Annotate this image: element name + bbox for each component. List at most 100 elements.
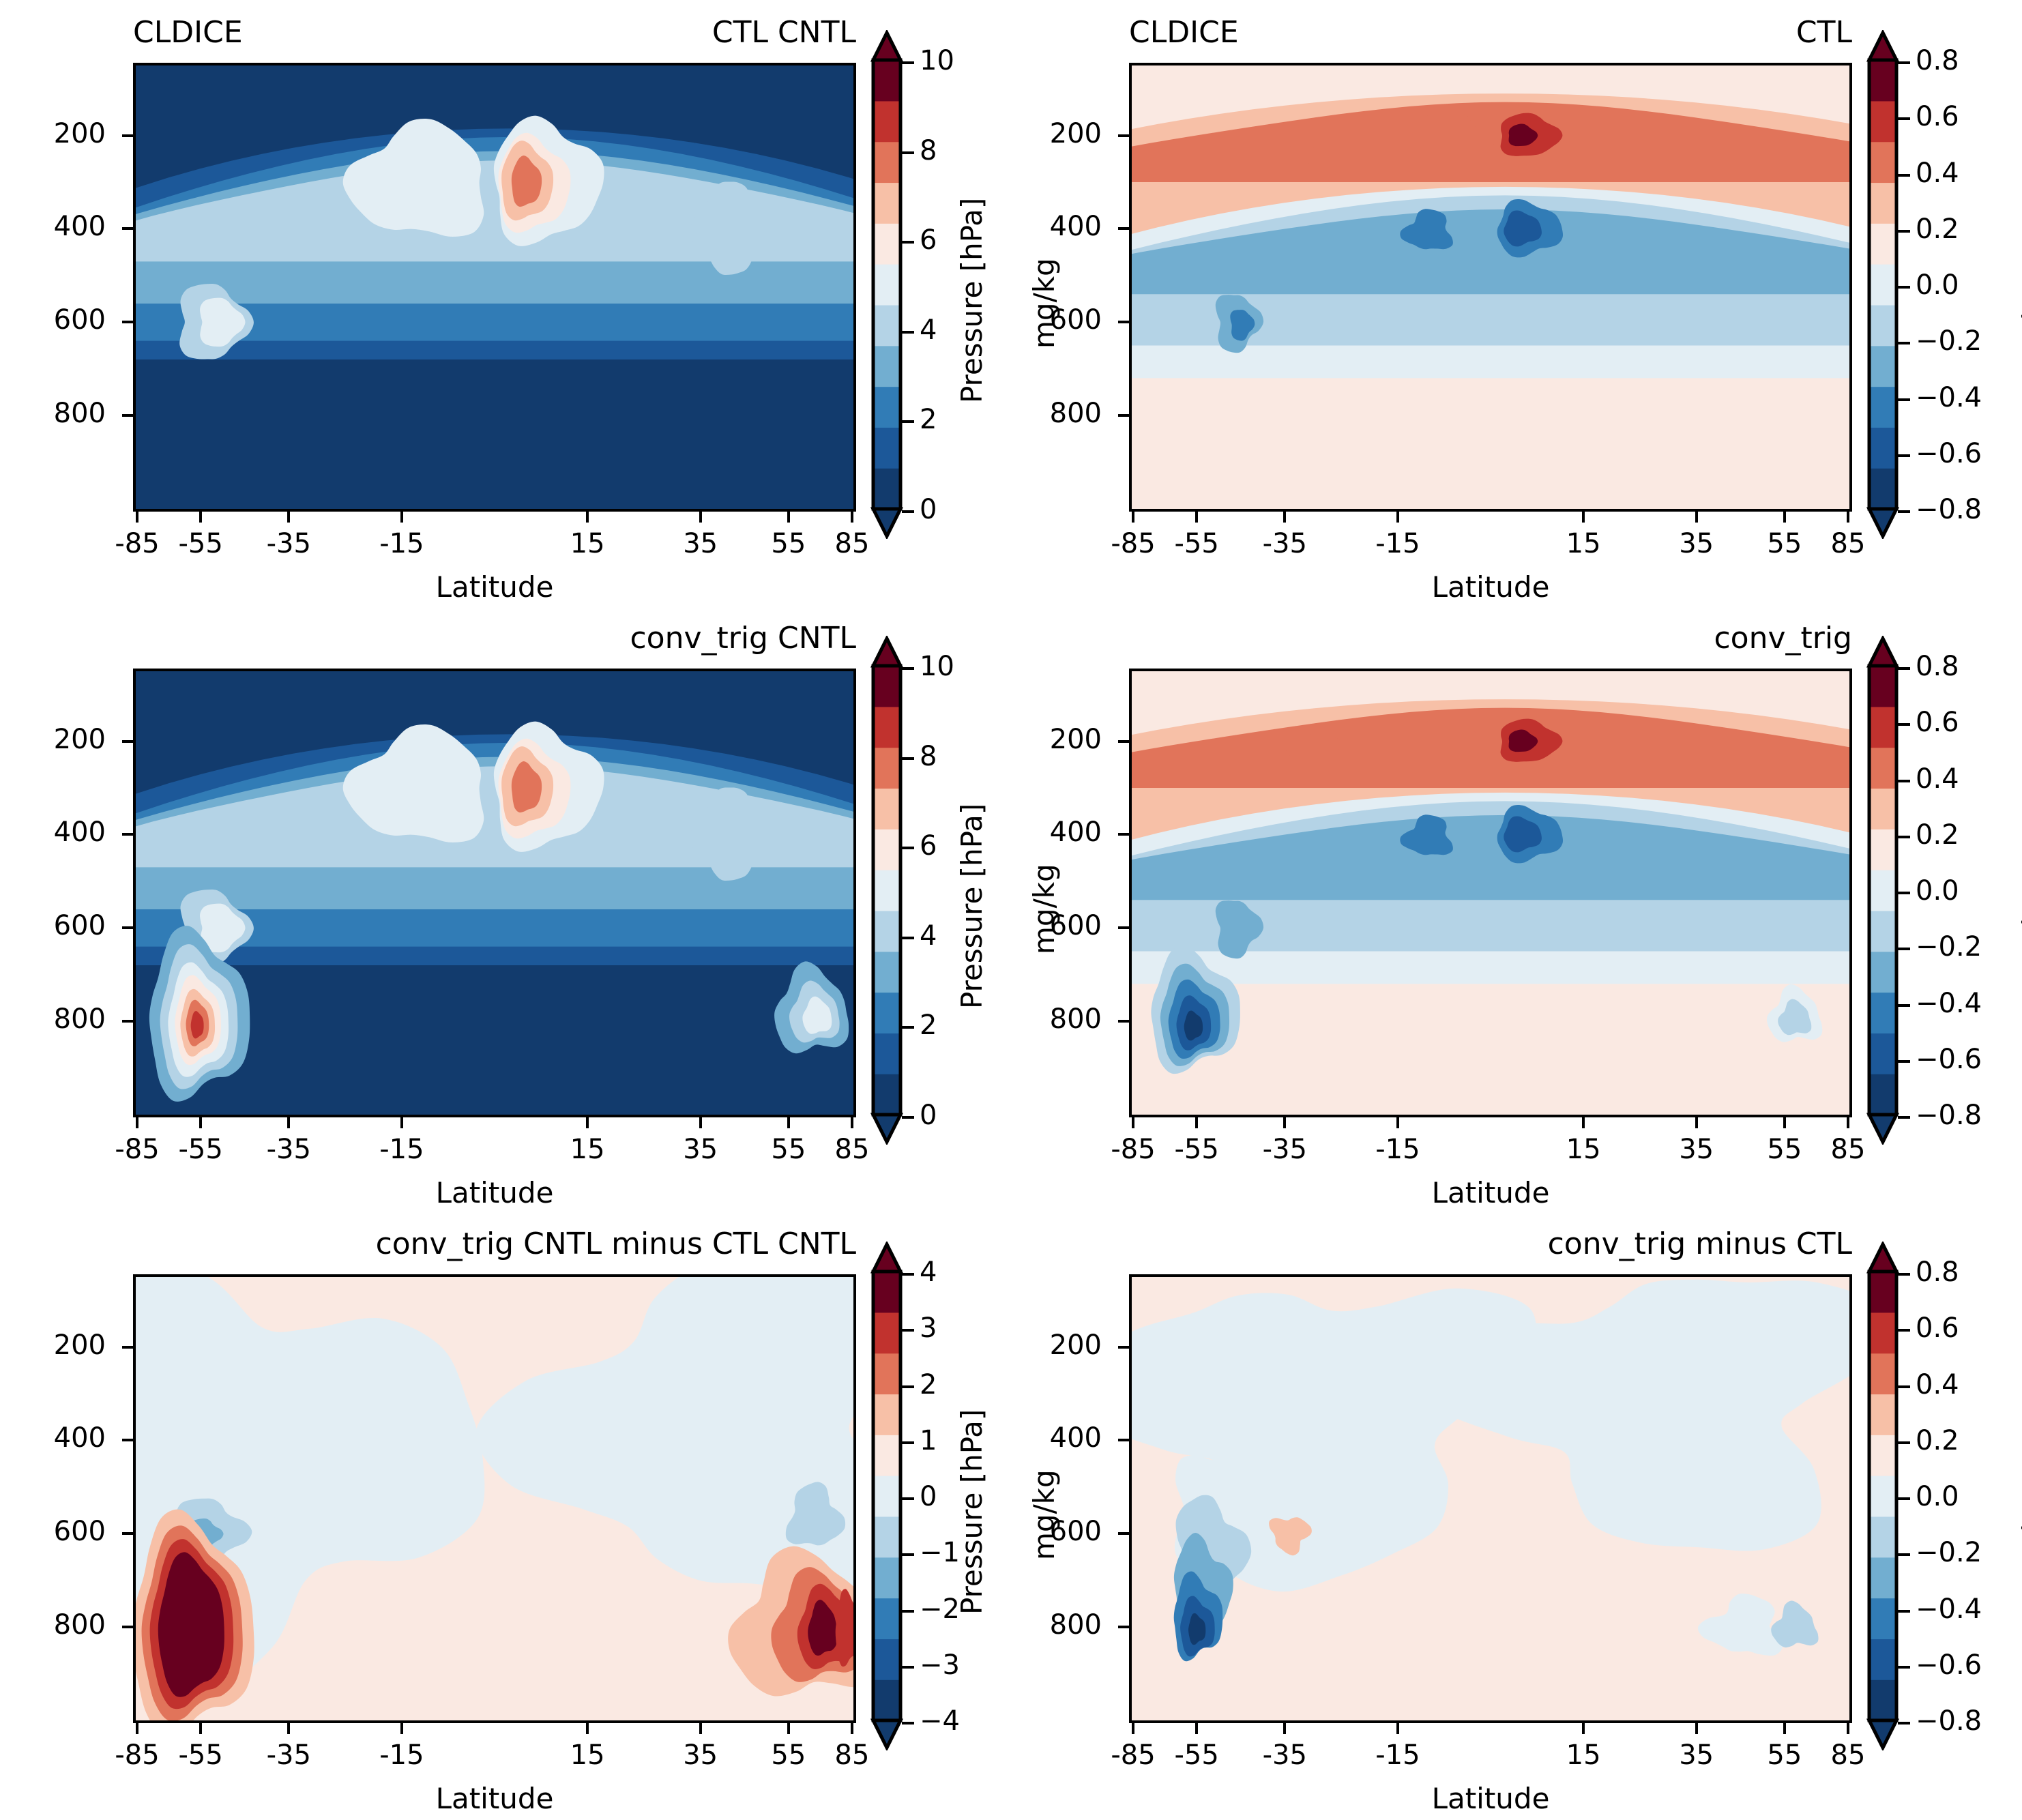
x-tick-label: 15 [570, 1134, 605, 1165]
x-tickmark [400, 1723, 403, 1734]
colorbar-tick-label: −0.6 [1916, 437, 1982, 469]
x-tickmark [787, 1723, 790, 1734]
x-tickmark [1283, 1723, 1287, 1734]
x-tick-label: -35 [1262, 1134, 1307, 1165]
colorbar-tickmark [902, 1329, 914, 1332]
x-tick-label: 55 [1767, 1740, 1802, 1771]
x-tick-label: 15 [1566, 1740, 1601, 1771]
colorbar-tick-label: 10 [920, 651, 954, 682]
x-tick-label: 85 [834, 1740, 870, 1771]
colorbar-tickmark [902, 1665, 914, 1669]
y-tick-label: 600 [1049, 1516, 1102, 1548]
x-tick-label: 15 [1566, 1134, 1601, 1165]
y-tick-label: 800 [53, 1609, 106, 1641]
y-tick-label: 600 [1049, 304, 1102, 336]
colorbar-tickmark [902, 1385, 914, 1388]
y-tickmark [1118, 321, 1129, 324]
plot-area-bot-left [133, 1274, 856, 1723]
colorbar-tick-label: 4 [920, 920, 937, 952]
colorbar-tickmark [1898, 892, 1910, 894]
colorbar-tickmark [1898, 835, 1910, 838]
colorbar-tick-label: 0.6 [1916, 101, 1959, 133]
colorbar-tickmark [902, 61, 914, 64]
x-tick-label: 55 [771, 528, 806, 559]
colorbar-tickmark [1898, 1441, 1910, 1444]
x-tickmark [1582, 512, 1585, 523]
y-tick-label: 800 [1049, 1609, 1102, 1641]
colorbar-tickmark [902, 1441, 914, 1444]
x-tickmark [1396, 512, 1399, 523]
y-tick-label: 200 [53, 117, 106, 149]
colorbar-tickmark [1898, 1553, 1910, 1557]
x-axis-label: Latitude [1431, 1176, 1550, 1209]
y-tickmark [122, 134, 133, 137]
plot-area-top-left [133, 63, 856, 512]
x-tick-label: -35 [1262, 1740, 1307, 1771]
y-tickmark [122, 414, 133, 417]
colorbar-tick-label: −0.8 [1916, 1705, 1982, 1737]
x-tick-label: 35 [683, 1740, 718, 1771]
panel-title-right-bot-left: conv_trig CNTL minus CTL CNTL [375, 1227, 856, 1261]
colorbar-tick-label: 0.8 [1916, 1257, 1959, 1288]
x-tick-label: -55 [1174, 1740, 1219, 1771]
y-tickmark [1118, 926, 1129, 930]
colorbar-tickmark [1898, 723, 1910, 726]
y-tick-label: 400 [1049, 1422, 1102, 1454]
x-tick-label: -15 [1375, 1740, 1420, 1771]
colorbar-unit-label: mg/kg/K [2017, 256, 2022, 376]
x-tick-label: -55 [1174, 1134, 1219, 1165]
y-tick-label: 200 [53, 723, 106, 755]
colorbar-tick-label: −0.4 [1916, 987, 1982, 1019]
colorbar-tickmark [1898, 454, 1910, 457]
colorbar-tick-label: 0.0 [1916, 875, 1959, 907]
colorbar-tickmark [902, 510, 914, 513]
x-tick-label: 15 [570, 528, 605, 559]
colorbar-tick-label: 1 [920, 1424, 937, 1456]
colorbar-tickmark [1898, 117, 1910, 121]
colorbar-tick-label: 0.4 [1916, 763, 1959, 795]
y-tickmark [122, 321, 133, 324]
colorbar-tick-label: 2 [920, 404, 937, 436]
colorbar-tickmark [1898, 1722, 1910, 1724]
plot-area-top-right [1129, 63, 1852, 512]
colorbar-tickmark [1898, 948, 1910, 951]
x-tick-label: 85 [834, 1134, 870, 1165]
x-tickmark [586, 512, 589, 523]
x-tickmark [287, 512, 291, 523]
colorbar-tickmark [902, 936, 914, 939]
x-tickmark [1132, 1117, 1134, 1128]
x-tick-label: 85 [1830, 1134, 1866, 1165]
colorbar-tick-label: 6 [920, 830, 937, 862]
x-tick-label: -85 [115, 1134, 160, 1165]
colorbar-tickmark [1898, 1497, 1910, 1500]
x-tick-label: -15 [1375, 1134, 1420, 1165]
y-tickmark [1118, 1626, 1129, 1629]
x-tick-label: -85 [1111, 528, 1156, 559]
colorbar-tickmark [1898, 1609, 1910, 1613]
x-tickmark [136, 1723, 138, 1734]
colorbar-tickmark [1898, 1059, 1910, 1063]
x-tick-label: -55 [178, 528, 223, 559]
colorbar-tickmark [902, 1273, 914, 1276]
colorbar-tickmark [1898, 1273, 1910, 1276]
x-tickmark [787, 512, 790, 523]
colorbar-tickmark [1898, 1116, 1910, 1119]
x-tick-label: -35 [266, 528, 311, 559]
y-axis-label: Pressure [hPa] [955, 803, 988, 1009]
colorbar-tick-label: 4 [920, 1257, 937, 1288]
colorbar-mid-right [1866, 636, 1899, 1145]
colorbar-tickmark [1898, 1329, 1910, 1332]
y-tickmark [1118, 1345, 1129, 1349]
colorbar-bot-right [1866, 1242, 1899, 1750]
colorbar-tick-label: 0.2 [1916, 1424, 1959, 1456]
colorbar-tickmark [1898, 667, 1910, 670]
x-tickmark [1846, 1723, 1849, 1734]
colorbar-tick-label: 2 [920, 1010, 937, 1042]
x-tick-label: 35 [1679, 1134, 1714, 1165]
colorbar-tickmark [902, 1609, 914, 1613]
x-tick-label: 35 [683, 528, 718, 559]
x-tick-label: -55 [178, 1740, 223, 1771]
y-tick-label: 600 [1049, 910, 1102, 942]
x-tick-label: 85 [1830, 528, 1866, 559]
x-tick-label: -15 [1375, 528, 1420, 559]
